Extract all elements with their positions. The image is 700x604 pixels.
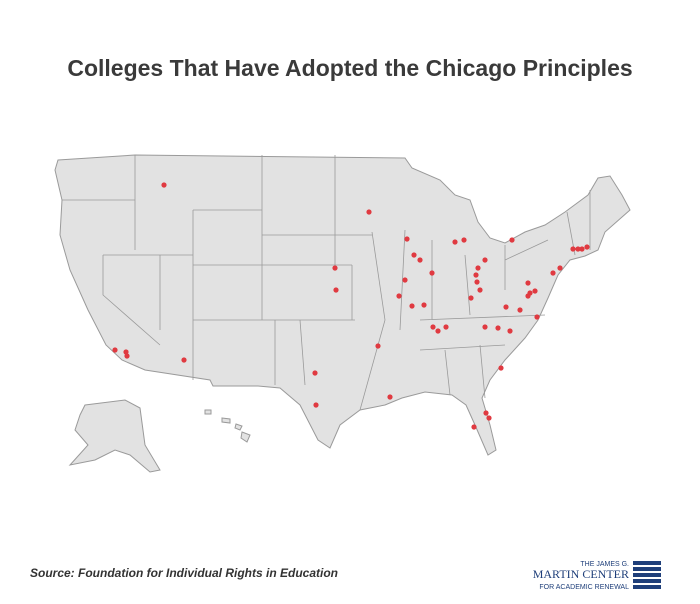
college-dot xyxy=(498,365,504,371)
college-dot xyxy=(486,415,492,421)
logo: THE JAMES G. MARTIN CENTER FOR ACADEMIC … xyxy=(533,561,661,591)
logo-line2: MARTIN CENTER xyxy=(533,567,629,581)
alaska xyxy=(68,399,161,473)
college-dot xyxy=(507,328,513,334)
college-dot xyxy=(313,402,319,408)
college-dot xyxy=(477,287,483,293)
college-dot xyxy=(471,424,477,430)
college-dot xyxy=(452,239,458,245)
college-dot xyxy=(332,265,338,271)
us-outline xyxy=(54,154,631,473)
college-dot xyxy=(375,343,381,349)
college-dot xyxy=(475,265,481,271)
college-dot xyxy=(483,410,489,416)
college-dot xyxy=(461,237,467,243)
college-dot xyxy=(123,349,129,355)
college-dot xyxy=(570,246,576,252)
college-dot xyxy=(443,324,449,330)
college-dot xyxy=(557,265,563,271)
college-dot xyxy=(124,353,130,359)
college-dot xyxy=(417,257,423,263)
college-dot xyxy=(312,370,318,376)
contiguous-states xyxy=(54,154,631,456)
college-dot xyxy=(509,237,515,243)
college-dot xyxy=(396,293,402,299)
logo-line3: FOR ACADEMIC RENEWAL xyxy=(539,584,629,591)
college-dot xyxy=(503,304,509,310)
college-dot xyxy=(532,288,538,294)
logo-bar xyxy=(633,573,661,577)
college-dot xyxy=(482,324,488,330)
college-dot xyxy=(404,236,410,242)
college-dot xyxy=(333,287,339,293)
college-dot xyxy=(517,307,523,313)
logo-line1: THE JAMES G. xyxy=(580,561,629,568)
college-dot xyxy=(482,257,488,263)
college-dot xyxy=(161,182,167,188)
college-dot xyxy=(181,357,187,363)
college-dot xyxy=(534,314,540,320)
college-dot xyxy=(430,324,436,330)
college-dot xyxy=(112,347,118,353)
college-dot xyxy=(435,328,441,334)
college-dot xyxy=(525,293,531,299)
title: Colleges That Have Adopted the Chicago P… xyxy=(67,55,633,81)
college-dot xyxy=(411,252,417,258)
college-dots xyxy=(112,182,590,430)
college-dot xyxy=(474,279,480,285)
college-dot xyxy=(409,303,415,309)
college-dot xyxy=(366,209,372,215)
college-dot xyxy=(584,244,590,250)
college-dot xyxy=(550,270,556,276)
logo-bar xyxy=(633,579,661,583)
hawaii xyxy=(204,409,251,443)
college-dot xyxy=(473,272,479,278)
logo-bar xyxy=(633,567,661,571)
college-dot xyxy=(495,325,501,331)
college-dot xyxy=(579,246,585,252)
college-dot xyxy=(468,295,474,301)
logo-bar xyxy=(633,561,661,565)
college-dot xyxy=(525,280,531,286)
source: Source: Foundation for Individual Rights… xyxy=(30,566,338,580)
college-dot xyxy=(387,394,393,400)
logo-bar xyxy=(633,585,661,589)
college-dot xyxy=(575,246,581,252)
college-dot xyxy=(429,270,435,276)
college-dot xyxy=(421,302,427,308)
college-dot xyxy=(402,277,408,283)
